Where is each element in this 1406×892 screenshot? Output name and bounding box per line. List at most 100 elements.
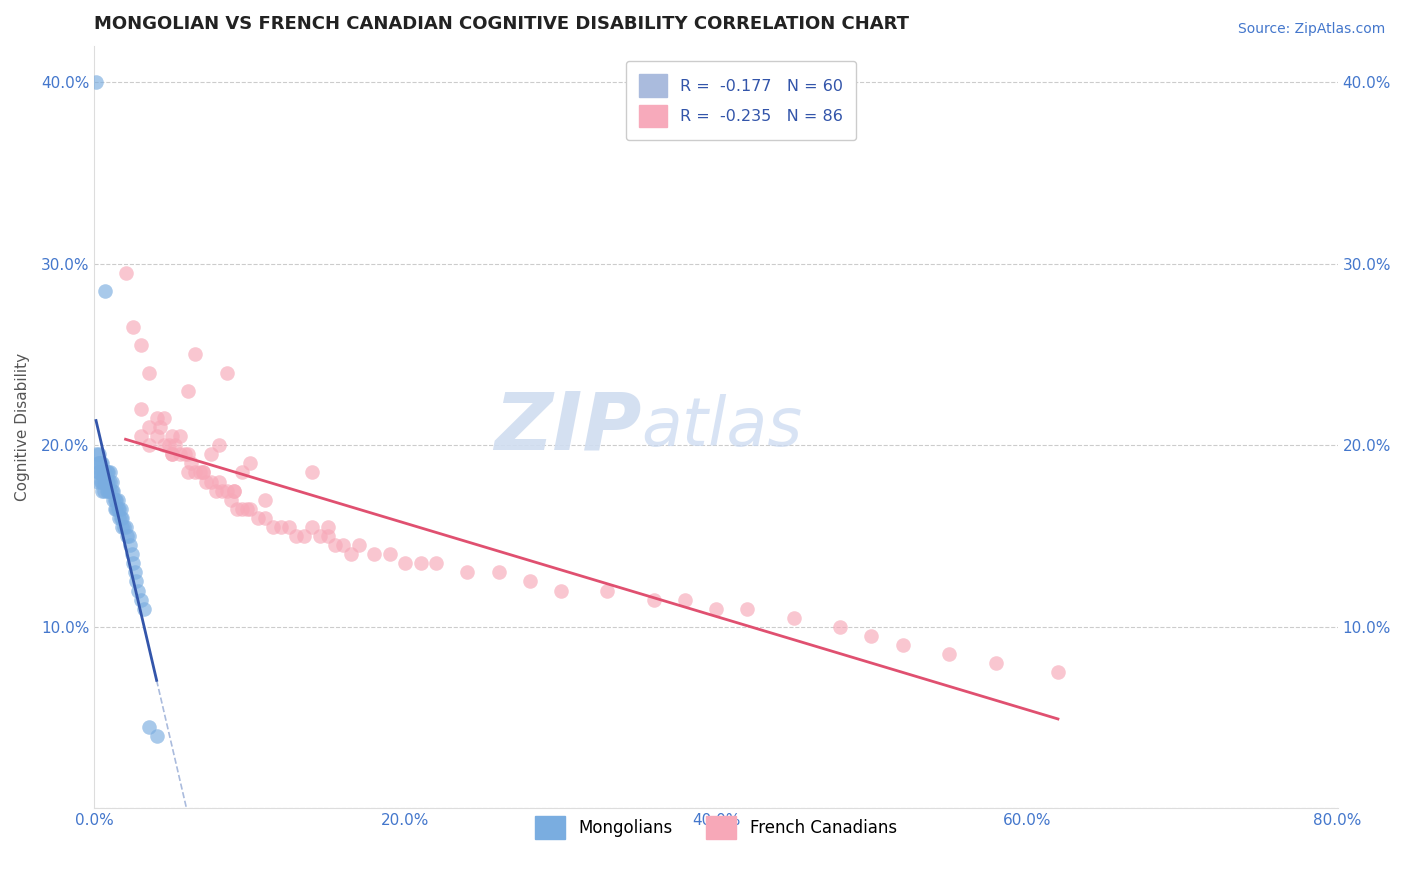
Point bbox=[219, 492, 242, 507]
Point bbox=[285, 529, 308, 543]
Point bbox=[91, 466, 114, 480]
Point bbox=[643, 592, 665, 607]
Point bbox=[860, 629, 883, 643]
Point bbox=[231, 466, 253, 480]
Point bbox=[97, 475, 120, 489]
Point bbox=[409, 556, 432, 570]
Point bbox=[98, 466, 121, 480]
Point bbox=[97, 466, 120, 480]
Point bbox=[101, 483, 124, 498]
Point bbox=[96, 475, 118, 489]
Point bbox=[735, 601, 758, 615]
Point bbox=[138, 366, 160, 380]
Point bbox=[100, 475, 122, 489]
Point bbox=[208, 475, 231, 489]
Text: atlas: atlas bbox=[641, 394, 803, 460]
Point bbox=[107, 501, 129, 516]
Point bbox=[89, 447, 111, 461]
Point bbox=[188, 466, 211, 480]
Point bbox=[254, 511, 277, 525]
Point bbox=[134, 601, 156, 615]
Point bbox=[129, 401, 152, 416]
Point bbox=[215, 366, 238, 380]
Point bbox=[84, 75, 107, 89]
Y-axis label: Cognitive Disability: Cognitive Disability bbox=[15, 353, 30, 501]
Point bbox=[180, 456, 202, 470]
Point bbox=[211, 483, 233, 498]
Point bbox=[325, 538, 347, 552]
Point bbox=[1046, 665, 1069, 680]
Point bbox=[195, 475, 218, 489]
Point bbox=[112, 520, 135, 534]
Point bbox=[830, 620, 852, 634]
Point bbox=[94, 475, 117, 489]
Point bbox=[292, 529, 315, 543]
Point bbox=[165, 438, 187, 452]
Point bbox=[89, 456, 111, 470]
Point bbox=[891, 638, 914, 652]
Point bbox=[673, 592, 696, 607]
Point bbox=[129, 338, 152, 352]
Point bbox=[149, 420, 172, 434]
Point bbox=[93, 483, 115, 498]
Point bbox=[488, 566, 510, 580]
Point bbox=[110, 501, 132, 516]
Text: ZIP: ZIP bbox=[494, 388, 641, 466]
Point bbox=[160, 447, 183, 461]
Point bbox=[160, 447, 183, 461]
Point bbox=[394, 556, 416, 570]
Point bbox=[157, 438, 180, 452]
Point bbox=[277, 520, 299, 534]
Point bbox=[215, 483, 238, 498]
Point bbox=[169, 429, 191, 443]
Point bbox=[93, 475, 115, 489]
Point bbox=[938, 647, 960, 661]
Point bbox=[107, 492, 129, 507]
Point bbox=[89, 466, 111, 480]
Point bbox=[96, 483, 118, 498]
Point bbox=[224, 483, 246, 498]
Point bbox=[204, 483, 226, 498]
Point bbox=[105, 501, 128, 516]
Point bbox=[96, 466, 118, 480]
Point bbox=[200, 475, 222, 489]
Point bbox=[115, 529, 138, 543]
Point bbox=[98, 475, 121, 489]
Point bbox=[363, 547, 385, 561]
Point bbox=[86, 475, 108, 489]
Point bbox=[97, 483, 120, 498]
Point bbox=[239, 456, 262, 470]
Point bbox=[104, 501, 127, 516]
Point bbox=[129, 592, 152, 607]
Point bbox=[138, 420, 160, 434]
Point bbox=[101, 492, 124, 507]
Point bbox=[114, 520, 136, 534]
Point bbox=[308, 529, 330, 543]
Point bbox=[301, 466, 323, 480]
Text: Source: ZipAtlas.com: Source: ZipAtlas.com bbox=[1237, 22, 1385, 37]
Point bbox=[110, 511, 132, 525]
Point bbox=[184, 466, 207, 480]
Point bbox=[153, 438, 176, 452]
Point bbox=[177, 466, 200, 480]
Point bbox=[91, 483, 114, 498]
Point bbox=[200, 447, 222, 461]
Point bbox=[145, 729, 167, 743]
Point bbox=[105, 492, 128, 507]
Point bbox=[90, 475, 112, 489]
Point bbox=[783, 611, 806, 625]
Point bbox=[94, 284, 117, 298]
Point bbox=[301, 520, 323, 534]
Point bbox=[226, 501, 249, 516]
Point bbox=[519, 574, 541, 589]
Point bbox=[125, 574, 148, 589]
Point bbox=[138, 438, 160, 452]
Point bbox=[177, 447, 200, 461]
Point bbox=[91, 456, 114, 470]
Point bbox=[184, 347, 207, 361]
Point bbox=[120, 538, 142, 552]
Point bbox=[127, 583, 149, 598]
Point bbox=[90, 466, 112, 480]
Point bbox=[231, 501, 253, 516]
Point bbox=[208, 438, 231, 452]
